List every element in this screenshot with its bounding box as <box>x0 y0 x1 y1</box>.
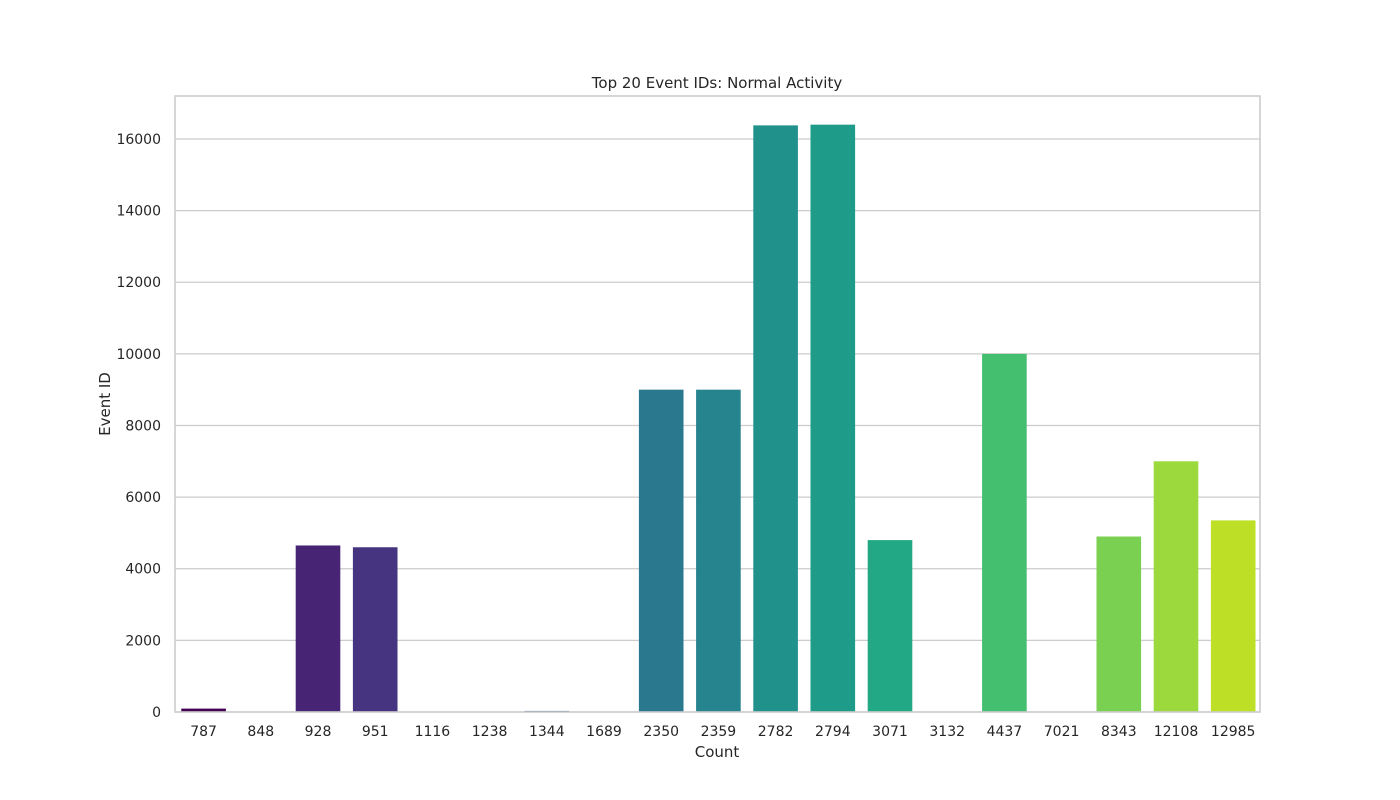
bar-951 <box>352 547 398 712</box>
x-tick-label: 928 <box>305 724 332 740</box>
x-tick-label: 3071 <box>872 724 908 740</box>
x-tick-labels: 787 848 928 951 1116 1238 1344 1689 2350 2359 2782… <box>190 724 1255 740</box>
y-tick-label: 8000 <box>125 418 161 434</box>
y-tick-label: 10000 <box>116 347 161 363</box>
bar-4437 <box>982 353 1027 712</box>
y-tick-label: 0 <box>152 705 161 721</box>
bar-3071 <box>867 540 913 712</box>
x-tick-label: 2359 <box>701 724 737 740</box>
y-tick-label: 6000 <box>125 490 161 506</box>
y-tick-label: 16000 <box>116 132 161 148</box>
x-tick-label: 2782 <box>758 724 794 740</box>
x-tick-label: 1689 <box>586 724 622 740</box>
x-tick-label: 2350 <box>643 724 679 740</box>
y-tick-label: 14000 <box>116 204 161 220</box>
y-tick-label: 12000 <box>116 275 161 291</box>
y-tick-label: 2000 <box>125 633 161 649</box>
bar-2782 <box>753 125 798 713</box>
x-tick-label: 848 <box>247 724 274 740</box>
x-tick-label: 8343 <box>1101 724 1137 740</box>
bar-787 <box>181 708 226 712</box>
x-axis-title: Count <box>695 743 740 761</box>
bar-2359 <box>696 389 741 712</box>
x-tick-label: 4437 <box>987 724 1023 740</box>
x-tick-label: 1238 <box>472 724 508 740</box>
bar-2794 <box>810 124 856 712</box>
y-axis-title: Event ID <box>96 372 114 436</box>
bar-8343 <box>1096 536 1142 712</box>
x-tick-label: 2794 <box>815 724 851 740</box>
x-tick-label: 951 <box>362 724 389 740</box>
x-tick-label: 12985 <box>1211 724 1256 740</box>
x-tick-label: 787 <box>190 724 217 740</box>
x-tick-label: 7021 <box>1044 724 1080 740</box>
plot-frame <box>174 95 1261 713</box>
y-tick-labels: 0 2000 4000 6000 8000 10000 12000 14000 16000 <box>116 132 161 721</box>
chart-title: Top 20 Event IDs: Normal Activity <box>591 74 843 92</box>
bars <box>181 124 1256 713</box>
x-tick-label: 3132 <box>929 724 965 740</box>
bar-12108 <box>1153 461 1199 712</box>
bar-928 <box>295 545 341 712</box>
x-tick-label: 12108 <box>1154 724 1199 740</box>
x-tick-label: 1116 <box>415 724 451 740</box>
bar-2350 <box>638 389 684 712</box>
bar-12985 <box>1210 520 1256 712</box>
x-tick-label: 1344 <box>529 724 565 740</box>
y-tick-label: 4000 <box>125 562 161 578</box>
